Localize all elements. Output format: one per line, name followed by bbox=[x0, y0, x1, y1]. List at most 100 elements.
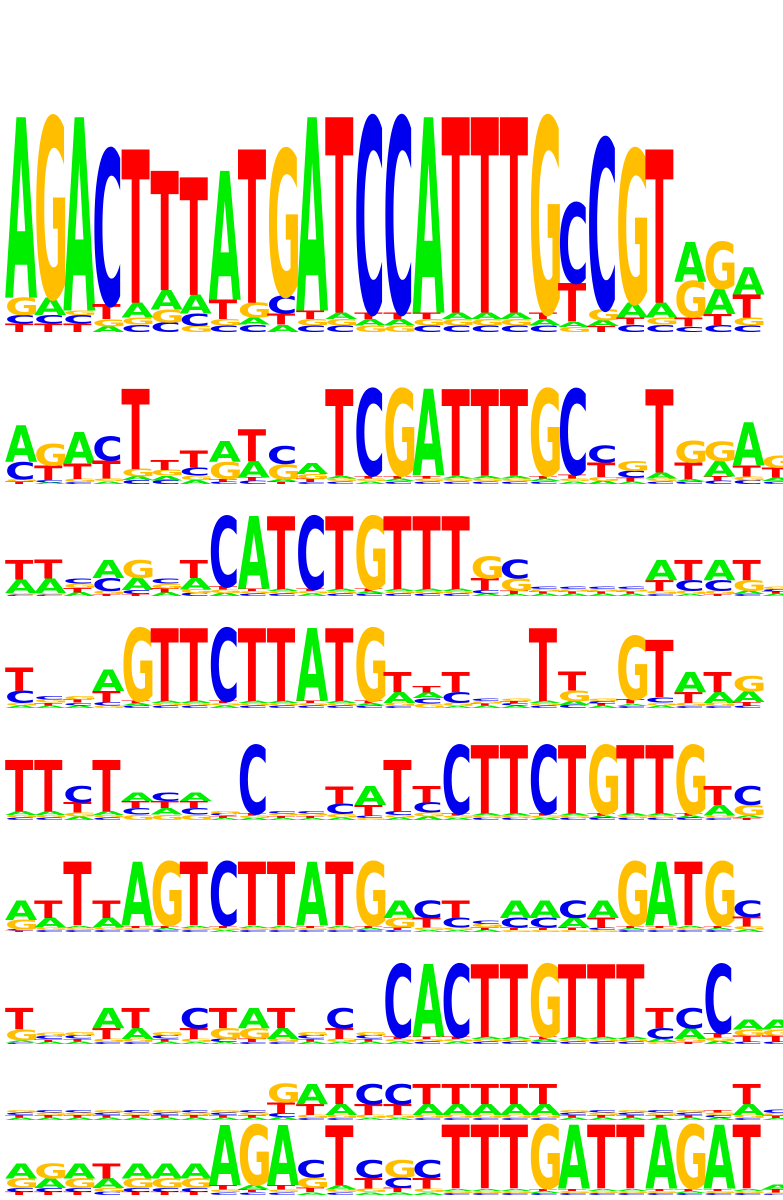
logo-letter-C: C bbox=[383, 945, 414, 1061]
logo-letter-C: C bbox=[703, 817, 734, 820]
logo-letter-T: T bbox=[471, 576, 500, 595]
logo-letter-G: G bbox=[151, 306, 185, 327]
logo-letter-G: G bbox=[92, 815, 126, 819]
logo-letter-C: C bbox=[238, 593, 269, 597]
logo-letter-T: T bbox=[674, 813, 702, 817]
logo-letter-T: T bbox=[267, 497, 295, 613]
logo-letter-A: A bbox=[34, 1117, 66, 1121]
logo-letter-A: A bbox=[296, 461, 329, 478]
logo-letter-C: C bbox=[645, 480, 676, 484]
logo-letter-T: T bbox=[325, 782, 353, 810]
logo-letter-T: T bbox=[500, 590, 528, 595]
logo-letter-T: T bbox=[587, 945, 615, 1061]
logo-letter-G: G bbox=[34, 1160, 68, 1184]
logo-letter-T: T bbox=[558, 1115, 586, 1119]
logo-letter-C: C bbox=[267, 929, 298, 932]
logo-letter-T: T bbox=[34, 556, 63, 586]
logo-letter-T: T bbox=[34, 896, 63, 924]
logo-letter-C: C bbox=[500, 1192, 531, 1195]
logo-letter-T: T bbox=[238, 609, 266, 725]
logo-letter-G: G bbox=[471, 1190, 505, 1193]
logo-letter-T: T bbox=[733, 701, 761, 706]
logo-letter-G: G bbox=[674, 1038, 708, 1043]
logo-letter-A: A bbox=[558, 916, 590, 931]
logo-letter-G: G bbox=[5, 1109, 39, 1113]
logo-letter-T: T bbox=[471, 728, 499, 837]
logo-letter-T: T bbox=[703, 1109, 731, 1113]
logo-letter-G: G bbox=[762, 1028, 783, 1038]
logo-letter-T: T bbox=[180, 146, 208, 334]
logo-letter-T: T bbox=[762, 1034, 783, 1043]
logo-letter-T: T bbox=[616, 945, 644, 1061]
logo-letter-C: C bbox=[383, 65, 414, 377]
logo-letter-G: G bbox=[5, 479, 39, 483]
logo-letter-A: A bbox=[500, 475, 532, 479]
logo-letter-G: G bbox=[209, 318, 243, 328]
logo-letter-A: A bbox=[121, 1026, 153, 1043]
logo-letter-A: A bbox=[703, 1040, 735, 1045]
logo-letter-A: A bbox=[587, 1036, 619, 1040]
logo-letter-C: C bbox=[63, 702, 94, 706]
logo-letter-C: C bbox=[63, 782, 94, 808]
logo-letter-C: C bbox=[180, 1187, 211, 1193]
logo-letter-G: G bbox=[733, 926, 767, 931]
logo-letter-G: G bbox=[645, 815, 679, 819]
logo-letter-T: T bbox=[63, 847, 92, 948]
logo-letter-A: A bbox=[703, 1117, 735, 1121]
logo-letter-T: T bbox=[209, 1184, 238, 1191]
logo-letter-A: A bbox=[529, 1190, 561, 1193]
logo-letter-G: G bbox=[442, 927, 476, 931]
logo-letter-A: A bbox=[34, 811, 66, 817]
logo-letter-A: A bbox=[34, 705, 66, 709]
logo-letter-T: T bbox=[34, 322, 63, 335]
logo-letter-T: T bbox=[442, 497, 470, 613]
logo-letter-A: A bbox=[325, 588, 357, 592]
logo-letter-T: T bbox=[383, 1102, 412, 1119]
logo-letter-C: C bbox=[674, 1192, 705, 1195]
logo-letter-A: A bbox=[209, 1109, 241, 1200]
logo-letter-T: T bbox=[121, 700, 149, 704]
logo-letter-T: T bbox=[383, 475, 411, 479]
logo-letter-A: A bbox=[34, 482, 66, 485]
logo-letter-T: T bbox=[703, 1032, 732, 1040]
logo-letter-T: T bbox=[151, 609, 179, 725]
logo-letter-T: T bbox=[354, 1038, 382, 1042]
logo-letter-C: C bbox=[471, 590, 502, 595]
logo-letter-T: T bbox=[151, 925, 179, 928]
logo-letter-A: A bbox=[587, 896, 620, 924]
logo-letter-A: A bbox=[558, 1117, 590, 1121]
logo-letter-G: G bbox=[180, 927, 214, 930]
logo-letter-G: G bbox=[63, 1032, 97, 1037]
logo-letter-A: A bbox=[442, 1188, 474, 1191]
logo-letter-G: G bbox=[500, 815, 534, 819]
logo-letter-G: G bbox=[529, 366, 563, 503]
logo-letter-A: A bbox=[63, 705, 95, 709]
logo-letter-T: T bbox=[442, 1079, 470, 1111]
logo-letter-A: A bbox=[209, 929, 241, 932]
logo-letter-A: A bbox=[383, 1191, 415, 1195]
logo-letter-T: T bbox=[733, 1034, 762, 1043]
logo-letter-C: C bbox=[733, 782, 764, 812]
logo-letter-C: C bbox=[733, 479, 764, 485]
logo-letter-C: C bbox=[121, 705, 152, 709]
logo-letter-C: C bbox=[5, 1112, 36, 1116]
logo-letter-A: A bbox=[529, 318, 562, 328]
logo-letter-C: C bbox=[703, 946, 734, 1056]
logo-letter-G: G bbox=[733, 1190, 767, 1193]
logo-letter-A: A bbox=[529, 1102, 561, 1119]
logo-letter-A: A bbox=[412, 816, 444, 821]
logo-letter-T: T bbox=[63, 699, 91, 704]
logo-letter-A: A bbox=[325, 1041, 357, 1044]
logo-letter-C: C bbox=[616, 929, 647, 932]
logo-letter-G: G bbox=[645, 590, 679, 595]
logo-letter-G: G bbox=[500, 930, 534, 933]
logo-letter-T: T bbox=[325, 1026, 354, 1043]
logo-letter-A: A bbox=[383, 817, 415, 821]
logo-letter-C: C bbox=[703, 578, 733, 595]
logo-letter-G: G bbox=[209, 927, 243, 930]
logo-letter-A: A bbox=[267, 1026, 299, 1043]
logo-letter-T: T bbox=[325, 847, 354, 948]
logo-letter-G: G bbox=[383, 324, 417, 334]
